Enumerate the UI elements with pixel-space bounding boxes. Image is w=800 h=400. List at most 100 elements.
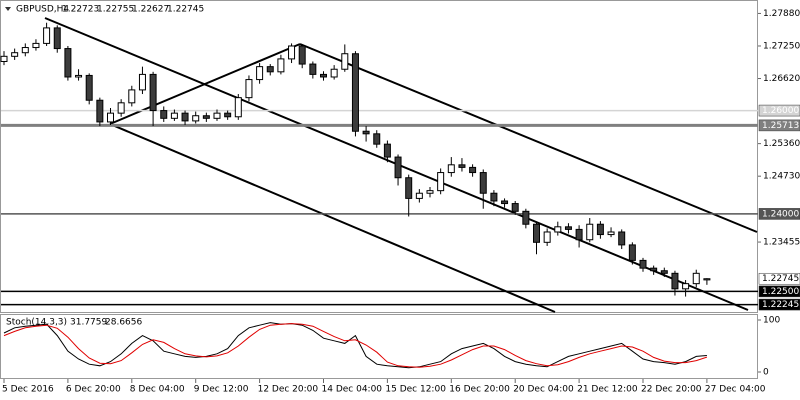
candle-body (405, 177, 413, 199)
candle-body (181, 112, 189, 122)
x-tick-label: 16 Dec 20:00 (449, 385, 510, 395)
candle-body (330, 68, 338, 78)
candle-body (202, 115, 210, 119)
candle-body (351, 53, 359, 132)
candle-body (64, 48, 72, 78)
candle-body (543, 231, 551, 243)
symbol: GBPUSD,H4 (16, 5, 69, 15)
candle-body (596, 223, 604, 236)
candle-body (415, 192, 423, 199)
candle-body (682, 283, 690, 290)
candle-body (437, 172, 445, 192)
candle-body (479, 172, 487, 194)
current-price-box (758, 272, 800, 285)
candle-body (11, 52, 19, 57)
candle-body (256, 66, 264, 81)
candle-body (298, 45, 306, 65)
x-tick-label: 20 Dec 04:00 (513, 385, 574, 395)
candle-body (213, 112, 221, 119)
low-value: 1.22627 (132, 5, 169, 15)
candle-body (107, 112, 114, 123)
candle-body (511, 203, 519, 212)
x-tick-label: 12 Dec 20:00 (258, 385, 319, 395)
candle-body (533, 223, 540, 243)
candle-body (75, 74, 83, 78)
candle-body (138, 73, 146, 91)
indicator-signal-value: 28.6656 (105, 318, 142, 328)
candle-body (341, 53, 349, 70)
y-tick-label: 1.24730 (763, 172, 800, 182)
level-label: 1.22500 (762, 287, 799, 297)
candle-body (671, 272, 679, 290)
candle-body (160, 110, 168, 119)
high-value: 1.22755 (97, 5, 134, 15)
current-price: 1.22745 (762, 274, 799, 284)
candle-body (224, 112, 232, 118)
x-tick-label: 27 Dec 04:00 (705, 385, 766, 395)
candle-body (320, 73, 327, 78)
y-tick-label: 1.26620 (763, 74, 800, 84)
x-tick-label: 5 Dec 2016 (2, 385, 54, 395)
candle-body (277, 58, 285, 73)
candle-body (43, 27, 51, 44)
indicator-line (3, 322, 707, 369)
candle-body (628, 244, 636, 261)
candle-body (234, 97, 242, 118)
candle-body (362, 130, 370, 135)
indicator-panel (0, 314, 758, 379)
indicator-line (3, 323, 708, 368)
y-tick-label: 1.27880 (763, 9, 800, 19)
candle-body (149, 73, 157, 112)
x-tick-label: 22 Dec 20:00 (641, 385, 702, 395)
level-box (758, 298, 800, 311)
x-tick-label: 21 Dec 12:00 (577, 385, 638, 395)
indicator-main-value: 31.7759 (70, 318, 107, 328)
candle-body (85, 74, 93, 101)
y-tick-label: 1.25360 (763, 139, 800, 149)
candle-body (53, 27, 61, 50)
candle-body (554, 226, 562, 233)
indicator-tick-label: 0 (763, 368, 769, 378)
open-value: 1.22723 (62, 5, 99, 15)
candle-body (703, 278, 711, 281)
indicator-tick-label: 100 (763, 316, 780, 326)
candle-body (192, 115, 200, 122)
candle-body (170, 112, 178, 119)
candle-body (501, 200, 509, 205)
candle-body (96, 99, 104, 123)
candle-body (469, 166, 477, 174)
close-value: 1.22745 (167, 5, 204, 15)
candle-body (575, 228, 583, 241)
candle-body (564, 226, 572, 230)
candle-body (288, 45, 296, 60)
level-label: 1.24000 (762, 209, 799, 219)
candle-body (373, 133, 381, 145)
level-label: 1.25713 (762, 121, 799, 131)
y-tick-label: 1.23455 (763, 238, 800, 248)
candle-body (21, 47, 29, 54)
candle-body (490, 192, 498, 202)
x-tick-label: 14 Dec 04:00 (322, 385, 383, 395)
candle-body (128, 89, 136, 104)
x-tick-label: 8 Dec 04:00 (130, 385, 185, 395)
candle-body (426, 190, 434, 194)
candle-body (0, 55, 8, 62)
level-label: 1.22245 (762, 300, 799, 310)
candle-body (458, 164, 466, 168)
candle-body (650, 267, 658, 272)
candle-body (639, 259, 647, 269)
candle-body (245, 79, 253, 99)
level-label: 1.26000 (762, 106, 799, 116)
candle-body (607, 231, 615, 236)
y-tick-label: 1.27250 (763, 41, 800, 51)
candle-body (618, 231, 626, 246)
level-box (758, 208, 800, 220)
candle-body (692, 272, 700, 285)
x-tick-label: 15 Dec 12:00 (385, 385, 446, 395)
trend-line (299, 43, 758, 233)
x-tick-label: 9 Dec 12:00 (194, 385, 249, 395)
level-box (758, 104, 800, 117)
candle-body (32, 42, 40, 49)
candle-body (117, 102, 125, 114)
